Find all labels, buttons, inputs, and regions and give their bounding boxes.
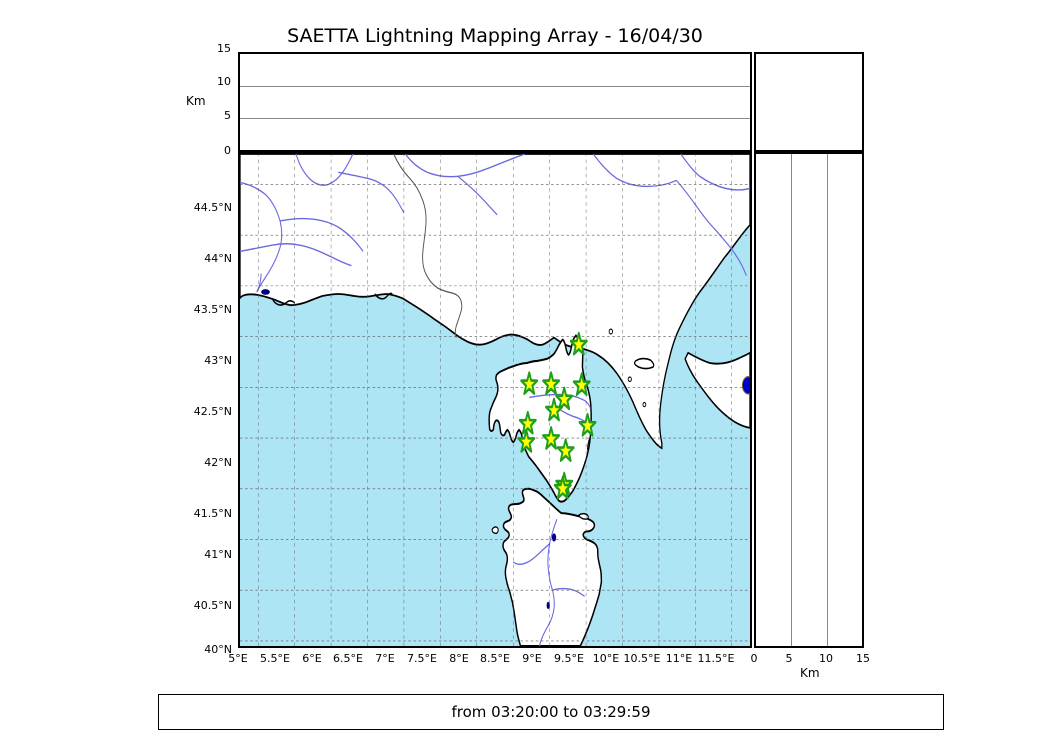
corsica-east-coast-detail: [587, 437, 591, 451]
gridline-5km-vertical: [791, 154, 793, 646]
border-france-italy: [393, 154, 463, 338]
station-star-marker[interactable]: [578, 412, 597, 437]
station-star-marker[interactable]: [545, 397, 563, 422]
map-xtick-7: 7°E: [375, 652, 395, 665]
map-xtick-10.5: 10.5°E: [623, 652, 661, 665]
map-xtick-7.5: 7.5°E: [407, 652, 437, 665]
station-star-marker[interactable]: [518, 410, 537, 435]
map-xtick-11: 11°E: [665, 652, 693, 665]
lake-sardinia-2: [546, 601, 550, 610]
river-rhone-delta: [256, 273, 262, 293]
top-ytick-5: 5: [224, 109, 231, 122]
river-sardinia-2: [512, 542, 550, 565]
river-isere: [338, 171, 405, 214]
map-ytick-44: 44°N: [204, 252, 232, 265]
islet-capraia: [608, 328, 614, 335]
country-borders: [393, 154, 463, 338]
top-panel-ylabel: Km: [186, 94, 206, 108]
river-east-3: [680, 154, 750, 191]
map-xtick-6.5: 6.5°E: [333, 652, 363, 665]
gridline-10km-vertical: [826, 154, 828, 646]
side-xtick-5: 5: [785, 652, 793, 665]
map-ytick-44.5: 44.5°N: [193, 201, 232, 214]
river-durance: [279, 217, 364, 252]
gridline-5km: [240, 117, 750, 119]
side-xtick-10: 10: [819, 652, 833, 665]
map-canvas: [240, 154, 750, 646]
map-ytick-40: 40°N: [204, 643, 232, 656]
river-sardinia-3: [552, 587, 585, 597]
corsica-island: [488, 334, 592, 503]
gridline-10km: [240, 85, 750, 87]
map-xtick-5.5: 5.5°E: [260, 652, 290, 665]
side-xtick-0: 0: [750, 652, 758, 665]
top-altitude-panel[interactable]: [238, 52, 752, 152]
page-title: SAETTA Lightning Mapping Array - 16/04/3…: [287, 25, 703, 47]
river-france-s: [240, 243, 352, 267]
river-east-2: [712, 226, 747, 277]
islet-montecristo: [642, 401, 647, 408]
status-bar[interactable]: from 03:20:00 to 03:29:59: [158, 694, 944, 730]
map-xtick-9.5: 9.5°E: [554, 652, 584, 665]
marseille-bay-detail: [272, 299, 295, 306]
station-star-marker[interactable]: [542, 371, 561, 396]
map-ytick-42: 42°N: [204, 456, 232, 469]
top-ytick-10: 10: [217, 75, 231, 88]
station-star-marker[interactable]: [520, 371, 539, 396]
station-star-marker[interactable]: [542, 426, 561, 450]
islet-pianosa: [627, 376, 632, 383]
side-panel-xlabel: Km: [800, 666, 820, 680]
map-panel[interactable]: [238, 152, 752, 648]
map-ytick-43.5: 43.5°N: [193, 303, 232, 316]
map-gridlines: [240, 154, 750, 646]
lake-sardinia-1: [551, 533, 557, 542]
corner-panel: [754, 52, 864, 152]
river-po-branch: [457, 175, 498, 216]
side-altitude-panel[interactable]: [754, 152, 864, 648]
map-xtick-11.5: 11.5°E: [697, 652, 735, 665]
station-star-marker[interactable]: [555, 386, 574, 411]
asinara-detail: [491, 526, 499, 535]
station-star-marker[interactable]: [553, 475, 572, 500]
map-ytick-43: 43°N: [204, 354, 232, 367]
map-xtick-6: 6°E: [302, 652, 322, 665]
lake-france-berre: [261, 289, 270, 295]
map-xtick-10: 10°E: [592, 652, 620, 665]
map-xtick-5: 5°E: [228, 652, 248, 665]
river-arno: [592, 154, 677, 188]
blue-dot-marker[interactable]: [741, 376, 750, 395]
station-star-marker[interactable]: [517, 429, 536, 453]
status-text: from 03:20:00 to 03:29:59: [451, 703, 651, 721]
map-ytick-41.5: 41.5°N: [193, 507, 232, 520]
top-ytick-15: 15: [217, 42, 231, 55]
top-ytick-0: 0: [224, 144, 231, 157]
map-ytick-40.5: 40.5°N: [193, 599, 232, 612]
map-ytick-41: 41°N: [204, 548, 232, 561]
tuscan-coastline: [684, 351, 750, 429]
map-xtick-9: 9°E: [522, 652, 542, 665]
station-star-marker[interactable]: [556, 438, 575, 462]
station-star-marker[interactable]: [572, 372, 591, 397]
station-markers[interactable]: [517, 331, 597, 500]
station-star-marker[interactable]: [569, 331, 588, 356]
elba-island: [634, 357, 655, 370]
map-xtick-8: 8°E: [449, 652, 469, 665]
side-xtick-15: 15: [856, 652, 870, 665]
sardinia-island: [502, 487, 603, 646]
river-rhone: [240, 181, 283, 293]
riviera-detail: [374, 292, 393, 300]
map-ytick-42.5: 42.5°N: [193, 405, 232, 418]
map-xtick-8.5: 8.5°E: [480, 652, 510, 665]
